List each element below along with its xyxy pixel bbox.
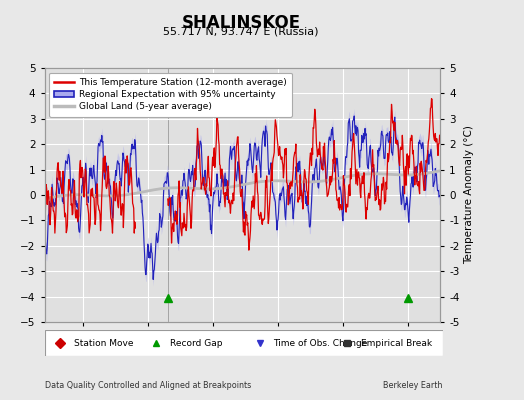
Text: Data Quality Controlled and Aligned at Breakpoints: Data Quality Controlled and Aligned at B…: [45, 381, 251, 390]
Text: Empirical Break: Empirical Break: [361, 338, 432, 348]
Legend: This Temperature Station (12-month average), Regional Expectation with 95% uncer: This Temperature Station (12-month avera…: [49, 72, 292, 117]
Y-axis label: Temperature Anomaly (°C): Temperature Anomaly (°C): [464, 126, 474, 264]
Text: Time of Obs. Change: Time of Obs. Change: [274, 338, 368, 348]
Text: Record Gap: Record Gap: [170, 338, 223, 348]
Text: Station Move: Station Move: [74, 338, 134, 348]
Text: SHALINSKOE: SHALINSKOE: [181, 14, 301, 32]
Text: 55.717 N, 93.747 E (Russia): 55.717 N, 93.747 E (Russia): [163, 26, 319, 36]
Text: Berkeley Earth: Berkeley Earth: [384, 381, 443, 390]
